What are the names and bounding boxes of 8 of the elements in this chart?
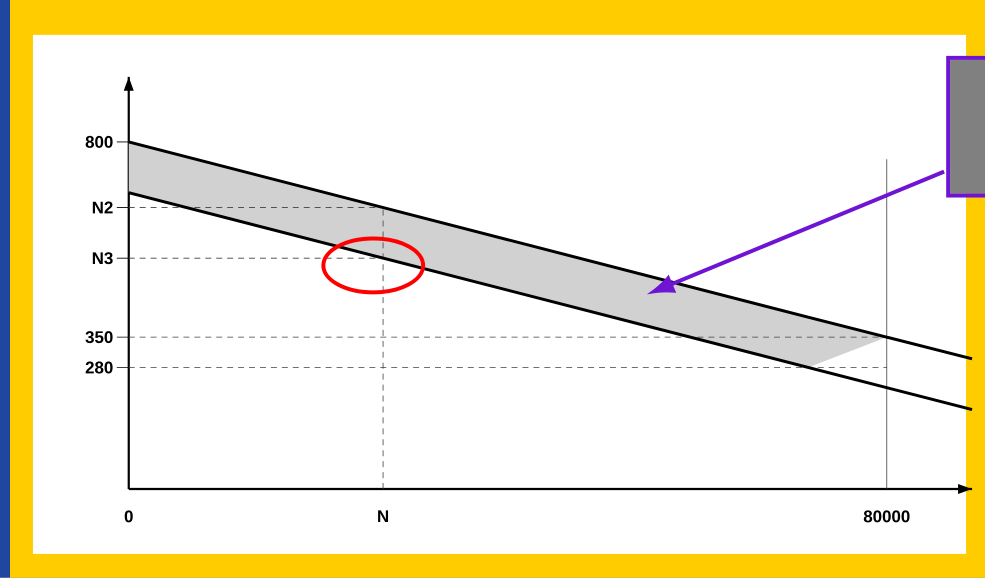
x-tick-label: N — [378, 510, 388, 522]
y-tick-label: 280 — [86, 362, 113, 374]
y-tick-label: N2 — [92, 202, 113, 214]
y-tick-label: N3 — [92, 252, 113, 264]
x-tick-label: 80000 — [864, 510, 910, 522]
x-tick-label: 0 — [124, 510, 133, 522]
y-tick-label: 800 — [86, 136, 113, 148]
y-tick-label: 350 — [85, 331, 113, 344]
